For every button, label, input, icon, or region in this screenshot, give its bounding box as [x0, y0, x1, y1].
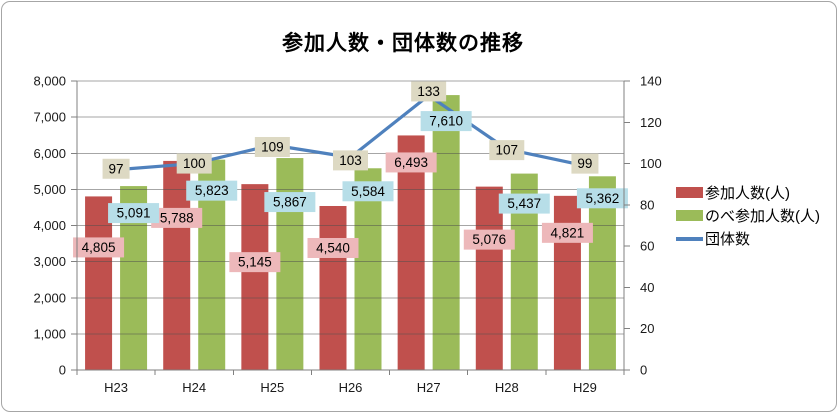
legend-item-groups[interactable]: 団体数 — [676, 227, 820, 250]
data-label-bg — [576, 188, 628, 209]
legend-item-participants[interactable]: 参加人数(人) — [676, 181, 820, 204]
legend-swatch-bar-red — [676, 187, 703, 198]
data-label: 5,867 — [273, 195, 307, 210]
legend-label: 参加人数(人) — [705, 185, 790, 202]
bar-green-H27[interactable] — [432, 95, 460, 371]
legend-label: のべ参加人数(人) — [705, 208, 820, 225]
data-label: 6,493 — [394, 155, 428, 170]
left-axis-tick-label: 6,000 — [33, 146, 66, 161]
left-axis-tick-label: 5,000 — [33, 182, 66, 197]
right-axis-tick-label: 120 — [640, 115, 662, 130]
category-label-H24: H24 — [182, 380, 206, 395]
data-label: 7,610 — [429, 114, 463, 129]
data-label: 5,823 — [195, 183, 229, 198]
bar-red-H27[interactable] — [397, 135, 425, 370]
data-label-bg — [489, 140, 525, 161]
data-label: 133 — [417, 84, 440, 99]
right-axis-tick-label: 40 — [640, 280, 654, 295]
bar-red-H24[interactable] — [163, 160, 191, 370]
right-axis-tick-label: 60 — [640, 239, 654, 254]
data-label: 107 — [496, 143, 519, 158]
data-label-bg — [541, 222, 593, 243]
left-axis-tick-label: 7,000 — [33, 110, 66, 125]
bar-red-H23[interactable] — [85, 196, 113, 370]
data-label: 5,362 — [586, 191, 620, 206]
data-label: 97 — [109, 161, 124, 176]
category-label-H29: H29 — [573, 380, 597, 395]
data-label-bg — [254, 136, 290, 157]
data-label: 4,805 — [82, 240, 116, 255]
data-label: 5,076 — [472, 232, 506, 247]
right-axis-tick-label: 140 — [640, 74, 662, 89]
data-label-bg — [411, 81, 447, 102]
data-label-bg — [176, 153, 212, 174]
legend: 参加人数(人) のべ参加人数(人) 団体数 — [676, 181, 820, 250]
bar-red-H28[interactable] — [475, 186, 503, 370]
data-label: 5,145 — [238, 255, 272, 270]
legend-swatch-line-blue — [676, 236, 703, 241]
left-axis-tick-label: 1,000 — [33, 326, 66, 341]
data-label-bg — [264, 192, 316, 213]
category-label-H26: H26 — [339, 380, 363, 395]
category-label-H23: H23 — [104, 380, 128, 395]
bar-red-H29[interactable] — [553, 195, 581, 370]
left-axis-tick-label: 0 — [59, 363, 66, 378]
data-label: 4,821 — [551, 225, 585, 240]
data-label-bg — [229, 252, 281, 273]
bar-red-H25[interactable] — [241, 184, 269, 370]
left-axis-tick-label: 2,000 — [33, 290, 66, 305]
category-label-H27: H27 — [417, 380, 441, 395]
data-label-bg — [333, 150, 368, 171]
data-label-bg — [342, 181, 394, 202]
right-axis-tick-label: 20 — [640, 321, 654, 336]
bar-green-H29[interactable] — [588, 176, 616, 370]
legend-label: 団体数 — [705, 231, 751, 248]
data-label-bg — [73, 237, 125, 258]
data-label-bg — [385, 152, 437, 173]
data-label: 5,788 — [160, 210, 194, 225]
data-label-bg — [108, 203, 160, 224]
category-label-H25: H25 — [260, 380, 284, 395]
data-label: 5,584 — [351, 184, 385, 199]
data-label: 5,437 — [507, 196, 541, 211]
right-axis-tick-label: 100 — [640, 156, 662, 171]
left-axis-tick-label: 8,000 — [33, 74, 66, 89]
data-label: 4,540 — [316, 240, 350, 255]
data-label-bg — [498, 193, 550, 214]
legend-item-total-participants[interactable]: のべ参加人数(人) — [676, 204, 820, 227]
data-label-bg — [186, 180, 238, 201]
bar-red-H26[interactable] — [319, 205, 347, 370]
right-axis-tick-label: 0 — [640, 363, 647, 378]
data-label-bg — [571, 153, 599, 174]
data-label: 103 — [339, 153, 362, 168]
data-label: 109 — [261, 139, 284, 154]
chart-title: 参加人数・団体数の推移 — [282, 32, 524, 55]
data-label-bg — [151, 207, 203, 228]
legend-swatch-bar-green — [676, 210, 703, 221]
right-axis-tick-label: 80 — [640, 197, 654, 212]
data-label-bg — [102, 158, 130, 179]
data-label: 5,091 — [117, 206, 151, 221]
data-label-bg — [420, 111, 472, 132]
data-label: 99 — [577, 156, 592, 171]
data-label-bg — [463, 229, 515, 250]
category-label-H28: H28 — [495, 380, 519, 395]
data-label: 100 — [183, 156, 206, 171]
data-label-bg — [307, 237, 359, 258]
bar-green-H26[interactable] — [354, 168, 382, 370]
left-axis-tick-label: 4,000 — [33, 218, 66, 233]
left-axis-tick-label: 3,000 — [33, 254, 66, 269]
